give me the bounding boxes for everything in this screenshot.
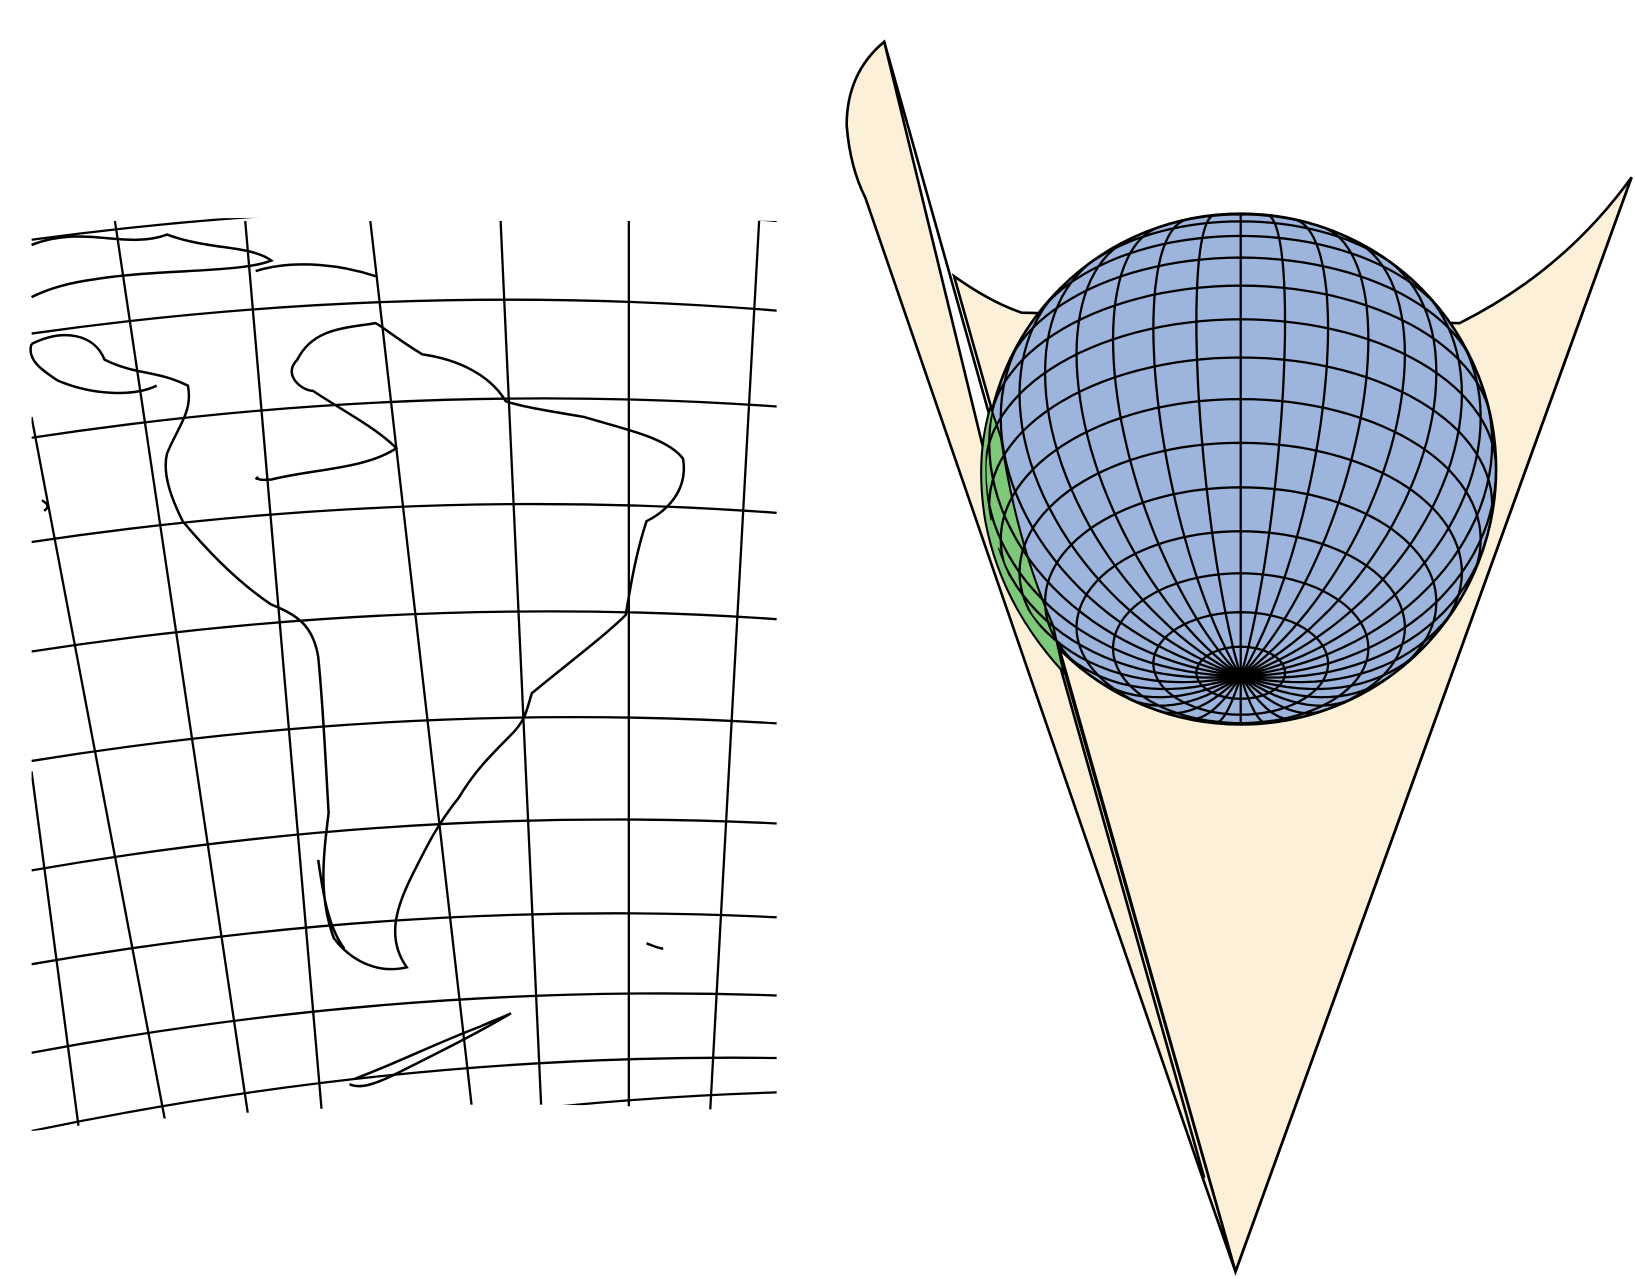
globe-meridian [1239,218,1330,677]
coastline [29,233,686,1088]
globe-grid [985,213,1497,725]
green-area [980,403,1066,676]
globe-meridian [1239,227,1370,677]
parallel [31,502,777,544]
map-panel [31,217,777,1131]
parallel [31,397,777,439]
parallel [31,818,777,872]
globe-parallel [985,318,1497,470]
parallel [31,610,777,653]
parallel [31,298,777,335]
meridian [244,220,325,1131]
globe-parallel [991,284,1491,411]
parallel [31,992,777,1054]
globe-parallel [1007,256,1474,363]
globe-meridian [1240,292,1464,678]
globe-meridian [1240,469,1497,678]
globe-parallel [988,356,1494,521]
globe-meridian [1018,292,1242,678]
meridian [707,220,761,1131]
globe-meridian [1240,675,1351,707]
globe-parallel [1075,530,1407,712]
globe-meridian [1060,650,1242,691]
globe-meridian [999,337,1241,678]
globe-meridian [1152,218,1242,677]
parallel [31,217,777,241]
globe-meridian [1240,607,1456,684]
globe-parallel [1158,213,1324,229]
cone-flap [845,39,1237,1273]
globe-meridian [1240,240,1407,677]
globe-meridian [1240,547,1485,679]
globe-meridian [1075,240,1242,677]
globe-parallel [1037,234,1444,314]
globe-meridian [1240,337,1482,678]
globe-meridian [996,547,1241,679]
globe-parallel [1087,220,1394,265]
cone-edge [1234,176,1633,1273]
globe-parallel [1111,572,1370,725]
meridian [369,220,476,1131]
globe-parallel [999,397,1482,577]
meridian [113,220,252,1131]
globe-parallel [1195,645,1287,700]
meridian [31,771,80,1126]
globe-meridian [985,469,1241,678]
globe-meridian [988,400,1241,678]
parallel [31,715,777,763]
globe-meridian [1130,675,1242,707]
globe-parallel [1018,441,1464,626]
parallel [31,912,777,966]
meridian [499,220,544,1131]
parallel [31,1056,777,1131]
meridian [31,416,169,1131]
globe-meridian [1111,227,1242,677]
globe-parallel [1152,611,1330,716]
globe-meridian [1240,400,1494,678]
globe-meridian [1240,650,1421,691]
globe-parallel [1043,486,1438,671]
globe-meridian [1025,607,1241,684]
